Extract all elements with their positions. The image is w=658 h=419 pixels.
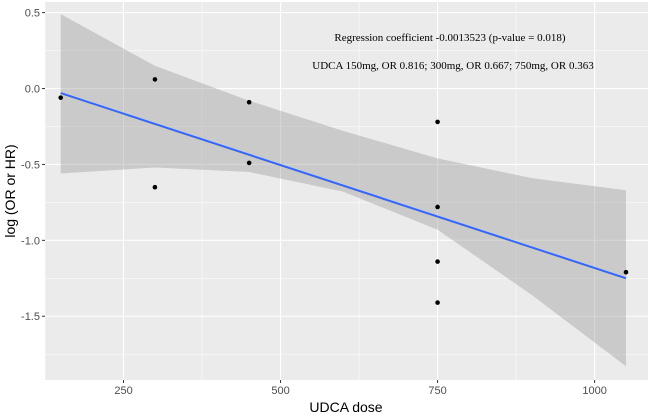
annotation-regression: Regression coefficient -0.0013523 (p-val… — [334, 32, 565, 44]
data-point — [435, 259, 440, 264]
chart-panel — [45, 2, 648, 380]
data-points — [58, 77, 629, 305]
data-point — [246, 99, 252, 105]
x-tick-label: 250 — [114, 385, 132, 397]
confidence-band — [60, 14, 626, 367]
data-point — [58, 95, 64, 100]
data-point — [623, 269, 629, 275]
data-point — [435, 204, 440, 210]
data-point — [435, 300, 440, 305]
x-axis-ticks: 250 500 750 1000 — [114, 380, 607, 397]
y-tick-label: 0.0 — [25, 84, 40, 96]
data-point — [246, 160, 252, 166]
data-point — [152, 77, 158, 82]
x-tick-label: 750 — [428, 385, 446, 397]
y-tick-label: -1.5 — [21, 311, 40, 323]
y-tick-label: 0.5 — [25, 8, 40, 20]
regression-line — [60, 92, 627, 280]
x-tick-label: 1000 — [582, 385, 606, 397]
x-tick-label: 500 — [271, 385, 289, 397]
y-tick-label: -0.5 — [21, 159, 40, 171]
data-point — [152, 184, 158, 190]
data-point — [435, 119, 440, 125]
annotation-doses: UDCA 150mg, OR 0.816; 300mg, OR 0.667; 7… — [312, 60, 594, 72]
y-tick-label: -1.0 — [21, 235, 40, 247]
y-axis-title: log (OR or HR) — [2, 144, 18, 237]
grid-lines — [44, 2, 648, 380]
x-axis-title: UDCA dose — [309, 399, 382, 415]
y-axis-ticks: 0.5 0.0 -0.5 -1.0 -1.5 — [21, 8, 45, 323]
